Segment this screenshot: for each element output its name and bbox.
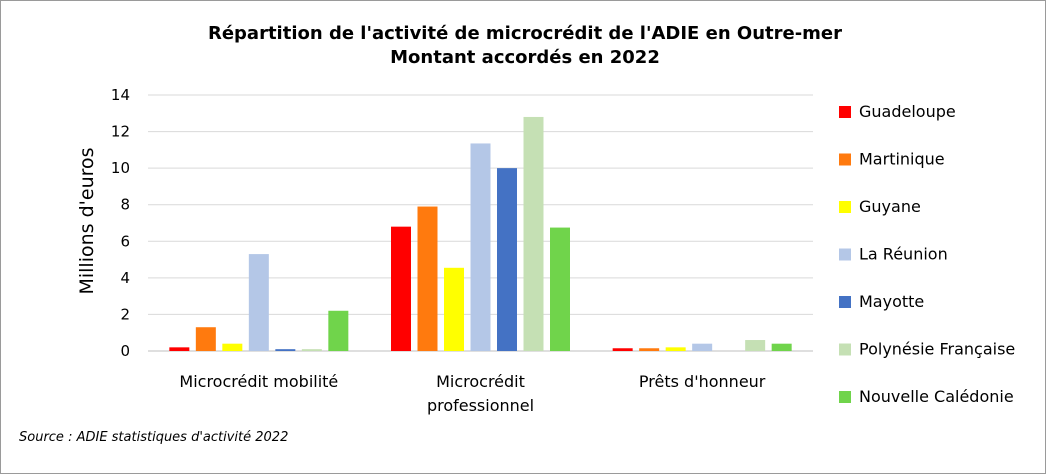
y-tick-label: 0	[120, 342, 130, 360]
source-note: Source : ADIE statistiques d'activité 20…	[19, 430, 288, 445]
y-tick-label: 12	[111, 123, 130, 141]
x-axis-categories: Microcrédit mobilité Microcrédit professio…	[179, 372, 765, 415]
bar-la-r-union-0	[249, 254, 269, 351]
legend-label: Polynésie Française	[859, 340, 1015, 359]
bar-guadeloupe-1	[391, 227, 411, 351]
bar-guyane-1	[444, 268, 464, 351]
legend-label: La Réunion	[859, 245, 948, 264]
bar-guyane-2	[666, 347, 686, 351]
y-tick-label: 4	[120, 269, 130, 287]
bar-martinique-2	[639, 348, 659, 351]
legend-swatch	[839, 391, 851, 403]
x-category-label: Prêts d'honneur	[639, 372, 766, 391]
bar-nouvelle-cal-donie-0	[328, 311, 348, 351]
bars	[169, 117, 791, 351]
x-category-label: professionnel	[427, 396, 534, 415]
bar-la-r-union-2	[692, 344, 712, 351]
y-tick-label: 2	[120, 305, 130, 323]
legend-swatch	[839, 344, 851, 356]
y-tick-label: 6	[120, 232, 130, 250]
legend-label: Nouvelle Calédonie	[859, 387, 1014, 406]
y-tick-label: 8	[120, 196, 130, 214]
legend-label: Martinique	[859, 150, 945, 169]
y-axis-title: Millions d'euros	[76, 147, 98, 294]
y-axis-ticks: 0 2 4 6 8 10 12 14	[111, 86, 130, 360]
bar-mayotte-0	[275, 349, 295, 351]
bar-martinique-0	[196, 327, 216, 351]
legend-label: Guyane	[859, 197, 921, 216]
x-category-label: Microcrédit	[436, 372, 525, 391]
legend: Guadeloupe Martinique Guyane La Réunion Mayo…	[839, 102, 1015, 406]
legend-swatch	[839, 154, 851, 166]
bar-guadeloupe-2	[613, 348, 633, 351]
legend-label: Mayotte	[859, 292, 924, 311]
legend-swatch	[839, 296, 851, 308]
y-axis-label: Millions d'euros	[76, 147, 98, 294]
x-category-label: Microcrédit mobilité	[179, 372, 338, 391]
bar-polyn-sie-fran-aise-0	[302, 349, 322, 351]
bar-polyn-sie-fran-aise-1	[524, 117, 544, 351]
legend-swatch	[839, 106, 851, 118]
bar-guadeloupe-0	[169, 347, 189, 351]
legend-label: Guadeloupe	[859, 102, 956, 121]
chart-title-line-2: Montant accordés en 2022	[390, 47, 660, 68]
bar-polyn-sie-fran-aise-2	[745, 340, 765, 351]
legend-swatch	[839, 201, 851, 213]
bar-nouvelle-cal-donie-2	[772, 344, 792, 351]
y-tick-label: 10	[111, 159, 130, 177]
bar-la-r-union-1	[471, 143, 491, 351]
chart-title: Répartition de l'activité de microcrédit…	[208, 23, 842, 68]
bar-guyane-0	[222, 344, 242, 351]
chart-title-line-1: Répartition de l'activité de microcrédit…	[208, 23, 842, 44]
bar-martinique-1	[418, 207, 438, 351]
y-tick-label: 14	[111, 86, 130, 104]
bar-mayotte-1	[497, 168, 517, 351]
bar-nouvelle-cal-donie-1	[550, 228, 570, 351]
legend-swatch	[839, 249, 851, 261]
